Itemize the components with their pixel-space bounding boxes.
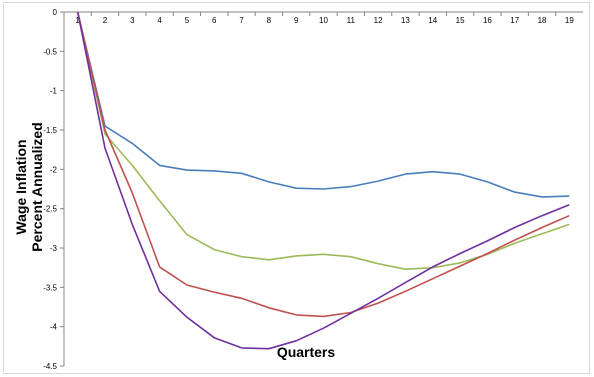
x-tick-label: 8 <box>267 16 272 25</box>
x-axis-title: Quarters <box>277 344 336 360</box>
x-tick-label: 9 <box>294 16 299 25</box>
y-tick-label: -3 <box>50 244 58 253</box>
x-tick-label: 15 <box>456 16 465 25</box>
y-tick-label: -3.5 <box>43 283 57 292</box>
x-tick-label: 5 <box>185 16 190 25</box>
x-tick-label: 19 <box>565 16 574 25</box>
x-tick-label: 11 <box>347 16 356 25</box>
series-line-3 <box>76 11 570 318</box>
y-tick-label: -2 <box>50 165 58 174</box>
y-axis-title-line-1: Wage Inflation <box>13 139 29 234</box>
x-tick-label: 3 <box>130 16 135 25</box>
x-tick-label: 12 <box>374 16 383 25</box>
x-tick-label: 10 <box>319 16 328 25</box>
x-tick-label: 1 <box>75 16 80 25</box>
y-axis-title: Wage Inflation Percent Annualized <box>13 122 45 251</box>
y-tick-label: -1 <box>50 87 58 96</box>
x-tick-label: 2 <box>103 16 108 25</box>
x-tick-label: 13 <box>401 16 410 25</box>
x-tick-label: 17 <box>510 16 519 25</box>
series-line-2 <box>76 11 570 271</box>
y-tick-label: -0.5 <box>43 47 57 56</box>
x-tick-label: 16 <box>483 16 492 25</box>
series-line-4 <box>76 11 570 350</box>
y-tick-label: -4 <box>50 323 58 332</box>
x-tick-group: 1 2 3 4 5 6 7 8 9 10 11 12 13 14 15 16 17 18 19 <box>63 12 574 25</box>
y-tick-label: -1.5 <box>43 126 57 135</box>
x-tick-label: 4 <box>157 16 162 25</box>
series-group <box>76 11 570 350</box>
y-tick-label: -2.5 <box>43 205 57 214</box>
x-tick-label: 7 <box>239 16 244 25</box>
x-tick-label: 14 <box>428 16 437 25</box>
y-tick-label: -4.5 <box>43 362 57 371</box>
y-tick-group: 0 -0.5 -1 -1.5 -2 -2.5 -3 -3.5 -4 -4.5 <box>43 8 64 371</box>
x-tick-label: 18 <box>538 16 547 25</box>
y-axis-title-line-2: Percent Annualized <box>29 122 45 251</box>
y-tick-label: 0 <box>53 8 58 17</box>
series-line-1 <box>76 11 570 198</box>
x-tick-label: 6 <box>212 16 217 25</box>
